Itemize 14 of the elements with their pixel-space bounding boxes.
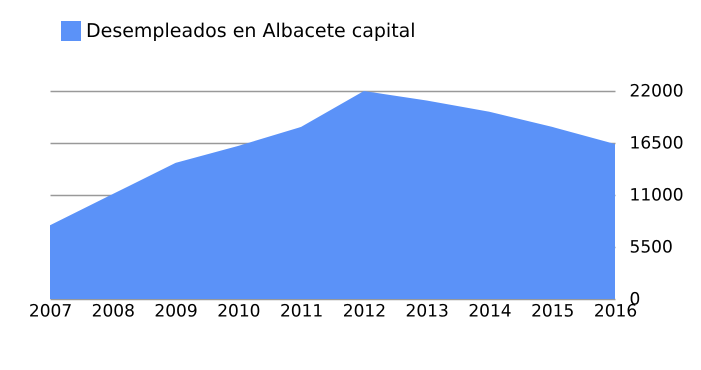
y-tick-label: 5500 <box>630 238 673 258</box>
y-tick-label: 22000 <box>630 82 684 102</box>
x-tick-label: 2013 <box>406 302 449 322</box>
x-tick-label: 2010 <box>217 302 260 322</box>
x-tick-label: 2012 <box>342 302 386 322</box>
x-tick-label: 2015 <box>531 302 574 322</box>
y-tick-label: 11000 <box>630 186 684 206</box>
x-tick-label: 2008 <box>92 302 135 322</box>
x-tick-label: 2007 <box>28 302 72 322</box>
legend-label: Desempleados en Albacete capital <box>86 20 416 42</box>
x-tick-label: 2011 <box>280 302 324 322</box>
y-tick-label: 16500 <box>630 134 684 154</box>
x-tick-label: 2014 <box>468 302 512 322</box>
x-tick-label: 2009 <box>154 302 198 322</box>
